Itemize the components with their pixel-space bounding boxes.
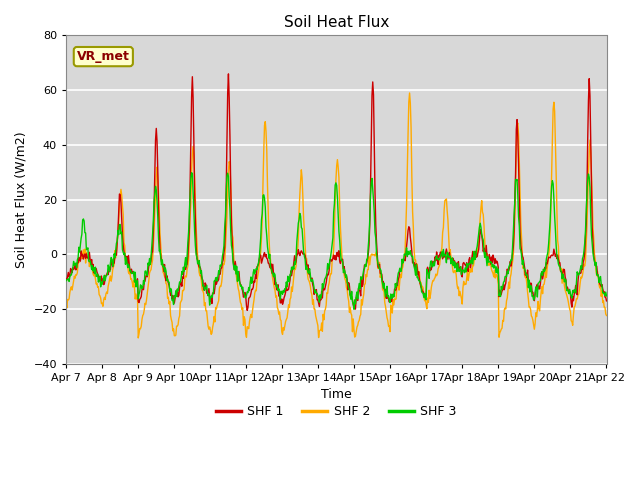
SHF 3 — [419, 291, 427, 297]
Legend: SHF 1, SHF 2, SHF 3: SHF 1, SHF 2, SHF 3 — [211, 400, 461, 423]
SHF 2 — [406, 90, 413, 96]
SHF 1 — [403, 236, 411, 242]
SHF 2 — [72, 272, 80, 277]
SHF 3 — [182, 264, 190, 270]
SHF 2 — [62, 300, 70, 305]
SHF 2 — [127, 276, 135, 282]
SHF 2 — [212, 304, 220, 310]
SHF 2 — [183, 267, 191, 273]
Line: SHF 2: SHF 2 — [66, 93, 607, 338]
X-axis label: Time: Time — [321, 388, 351, 401]
SHF 1 — [182, 263, 190, 268]
SHF 2 — [134, 335, 142, 341]
SHF 3 — [62, 278, 70, 284]
SHF 1 — [127, 266, 135, 272]
SHF 2 — [403, 202, 410, 207]
Title: Soil Heat Flux: Soil Heat Flux — [284, 15, 389, 30]
SHF 2 — [419, 285, 427, 291]
SHF 2 — [603, 312, 611, 318]
SHF 3 — [212, 275, 220, 281]
SHF 3 — [603, 293, 611, 299]
Y-axis label: Soil Heat Flux (W/m2): Soil Heat Flux (W/m2) — [15, 131, 28, 268]
SHF 3 — [72, 260, 80, 266]
SHF 1 — [603, 298, 611, 304]
SHF 1 — [72, 267, 80, 273]
SHF 3 — [403, 253, 411, 259]
SHF 1 — [211, 285, 219, 291]
SHF 3 — [350, 306, 358, 312]
Text: VR_met: VR_met — [77, 50, 130, 63]
SHF 1 — [419, 289, 427, 295]
SHF 3 — [188, 170, 195, 176]
Line: SHF 1: SHF 1 — [66, 74, 607, 311]
SHF 1 — [62, 276, 70, 282]
SHF 3 — [127, 271, 135, 276]
SHF 1 — [243, 308, 251, 313]
SHF 1 — [225, 71, 232, 77]
Line: SHF 3: SHF 3 — [66, 173, 607, 309]
